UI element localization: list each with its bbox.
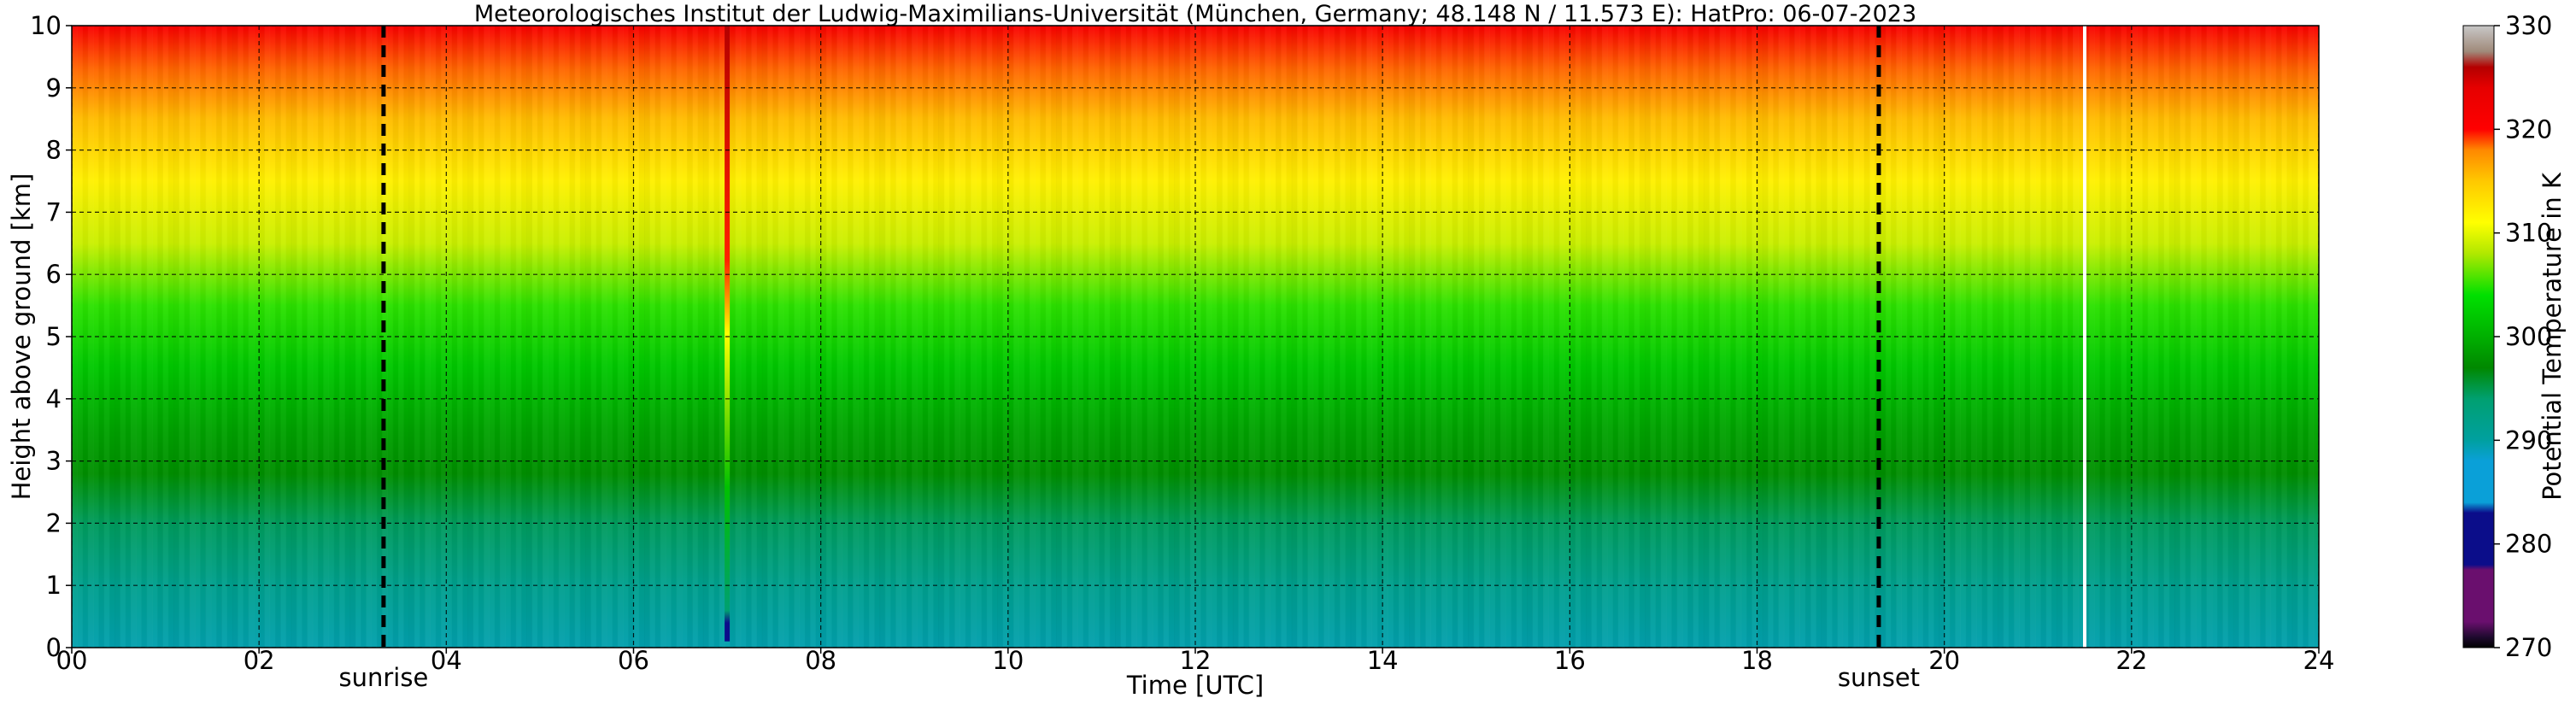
x-tick-label: 06 [618,646,649,675]
sun-event-labels: sunrise sunset [339,663,1921,692]
colorbar-tick-label: 290 [2505,425,2552,455]
sunset-label: sunset [1838,663,1920,692]
colorbar-tick-label: 330 [2505,11,2552,40]
x-tick-label: 18 [1741,646,1773,675]
y-tick-label: 1 [46,571,62,600]
x-tick-label: 22 [2115,646,2147,675]
x-axis-title: Time [UTC] [1126,671,1264,700]
y-axis-title: Height above ground [km] [7,173,36,501]
y-tick-label: 5 [46,322,62,351]
colorbar [2462,25,2495,648]
colorbar-tick-label: 310 [2505,219,2552,248]
y-axis-ticks: 0 1 2 3 4 5 6 7 8 9 10 [30,11,72,662]
y-tick-label: 3 [46,447,62,476]
x-tick-label: 08 [805,646,836,675]
colorbar-tick-label: 270 [2505,633,2552,662]
data-gap-line [2083,26,2086,648]
colorbar-ticks: 270 280 290 300 310 320 330 [2494,11,2552,662]
x-tick-label: 02 [244,646,275,675]
y-tick-label: 7 [46,197,62,226]
x-tick-label: 16 [1554,646,1586,675]
x-tick-label: 00 [56,646,88,675]
y-tick-label: 4 [46,384,62,414]
y-tick-label: 8 [46,136,62,165]
colorbar-tick-label: 280 [2505,530,2552,559]
x-tick-label: 10 [992,646,1024,675]
chart-title: Meteorologisches Institut der Ludwig-Max… [474,1,1916,27]
x-tick-label: 14 [1367,646,1399,675]
grid-lines [72,26,2319,648]
x-tick-label: 12 [1180,646,1212,675]
x-tick-label: 04 [431,646,462,675]
sun-event-lines [381,26,1881,648]
colorbar-label: Potential Temperature in K [2538,172,2567,501]
y-tick-label: 2 [46,508,62,537]
colorbar-tick-label: 320 [2505,114,2552,144]
x-axis-ticks: 00 02 04 06 08 10 12 14 16 18 20 22 24 [56,646,2335,675]
plot-area [72,26,2319,648]
x-tick-label: 20 [1928,646,1960,675]
y-tick-label: 6 [46,260,62,289]
colorbar-tick-label: 300 [2505,322,2552,351]
y-tick-label: 10 [30,11,62,40]
y-tick-label: 9 [46,73,62,103]
warm-spike [725,26,731,642]
x-tick-label: 24 [2303,646,2335,675]
y-tick-label: 0 [46,633,62,662]
sunrise-label: sunrise [339,663,429,692]
